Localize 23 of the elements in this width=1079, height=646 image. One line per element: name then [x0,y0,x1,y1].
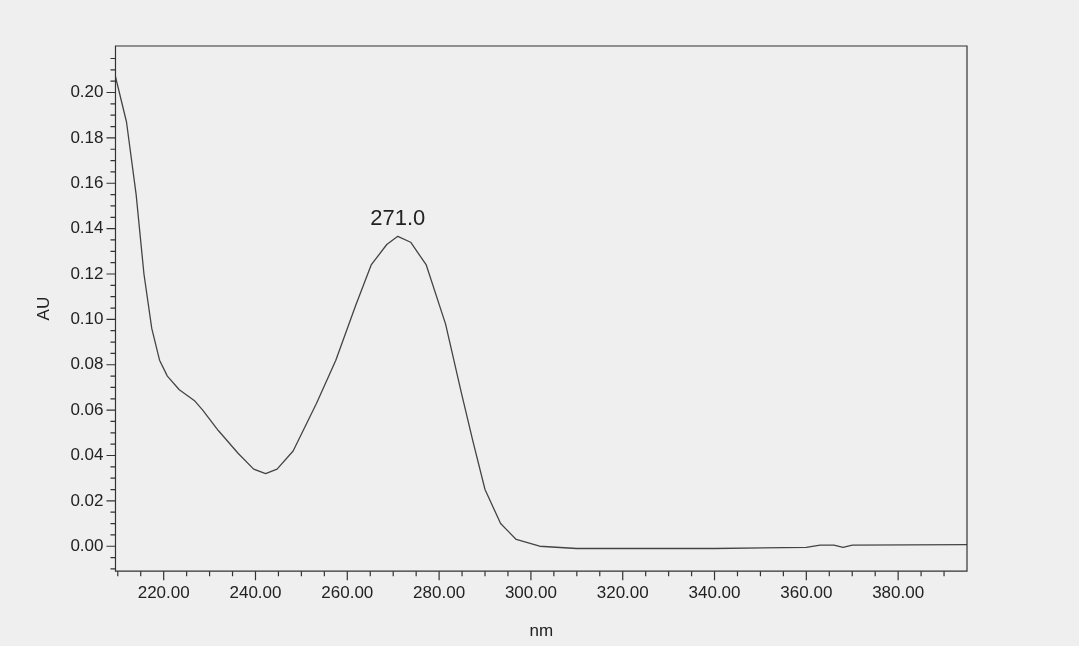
y-tick-label: 0.04 [70,445,104,465]
y-tick-label: 0.18 [70,127,104,147]
x-tick-label: 300.00 [504,583,557,603]
x-tick-label: 380.00 [872,583,925,603]
y-tick-label: 0.10 [70,309,104,329]
y-tick-label: 0.12 [70,263,104,283]
x-tick-label: 340.00 [688,583,741,603]
annotation: 271.0 [370,205,426,231]
x-axis-title: nm [529,621,554,641]
y-tick-label: 0.02 [70,490,104,510]
x-tick-label: 240.00 [229,583,282,603]
y-tick-label: 0.06 [70,399,104,419]
y-tick-label: 0.14 [70,218,104,238]
y-tick-label: 0.00 [70,535,104,555]
x-tick-label: 260.00 [321,583,374,603]
x-tick-label: 360.00 [780,583,833,603]
x-tick-label: 320.00 [596,583,649,603]
x-tick-label: 220.00 [137,583,190,603]
y-tick-label: 0.08 [70,354,104,374]
y-tick-label: 0.16 [70,172,104,192]
y-tick-label: 0.20 [70,82,104,102]
x-tick-label: 280.00 [413,583,466,603]
y-axis-title: AU [33,296,53,321]
